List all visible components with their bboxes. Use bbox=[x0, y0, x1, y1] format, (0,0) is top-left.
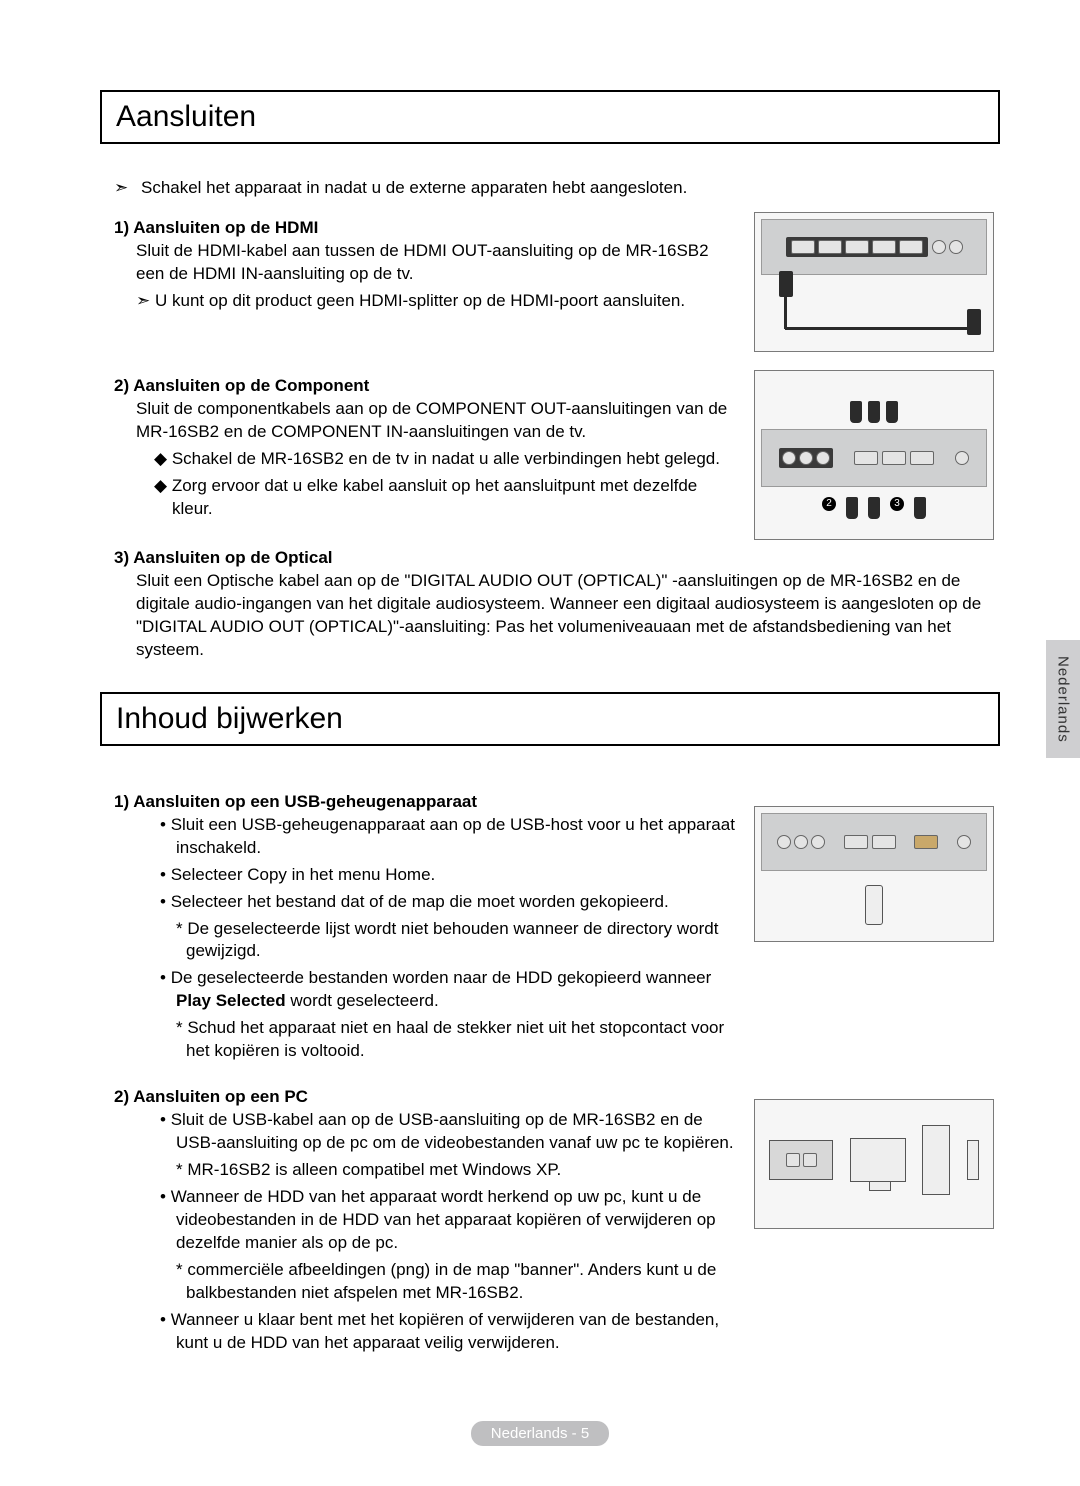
bullet-icon: • bbox=[160, 1310, 166, 1329]
heading-text: Inhoud bijwerken bbox=[116, 702, 984, 736]
section-heading-inhoud: Inhoud bijwerken bbox=[100, 692, 1000, 746]
s2i2-b3: • Wanneer u klaar bent met het kopiëren … bbox=[160, 1309, 736, 1355]
monitor-icon bbox=[850, 1138, 906, 1182]
s2-b2: • Selecteer Copy in het menu Home. bbox=[160, 864, 736, 887]
body-2: Sluit de componentkabels aan op de COMPO… bbox=[136, 398, 736, 444]
device-panel-icon bbox=[769, 1140, 833, 1180]
diamond-icon: ◆ bbox=[154, 476, 167, 495]
intro-line: ➣ Schakel het apparaat in nadat u de ext… bbox=[114, 178, 1000, 198]
sub-head-3: 3) Aansluiten op de Optical bbox=[114, 548, 1000, 568]
s2i2-b1: • Sluit de USB-kabel aan op de USB-aansl… bbox=[160, 1109, 736, 1155]
usb-connector-icon bbox=[967, 1140, 979, 1180]
language-tab-label: Nederlands bbox=[1055, 656, 1072, 743]
diamond-2a: ◆ Schakel de MR-16SB2 en de tv in nadat … bbox=[154, 448, 736, 471]
sub-head-1: 1) Aansluiten op de HDMI bbox=[114, 218, 736, 238]
bullet-icon: • bbox=[160, 865, 166, 884]
sub-arrow-text: U kunt op dit product geen HDMI-splitter… bbox=[155, 291, 685, 310]
bullet-icon: • bbox=[160, 1187, 166, 1206]
bullet-icon: • bbox=[160, 815, 166, 834]
hdmi-panel bbox=[761, 219, 987, 275]
badge-2-icon: 2 bbox=[822, 497, 836, 511]
s2-b1: • Sluit een USB-geheugenapparaat aan op … bbox=[160, 814, 736, 860]
usb-stick-icon bbox=[865, 885, 883, 925]
arrow-icon: ➣ bbox=[136, 291, 150, 310]
language-tab: Nederlands bbox=[1046, 640, 1080, 758]
sub-arrow-1: ➣ U kunt op dit product geen HDMI-splitt… bbox=[136, 290, 736, 313]
diamond-2b: ◆ Zorg ervoor dat u elke kabel aansluit … bbox=[154, 475, 736, 521]
intro-text: Schakel het apparaat in nadat u de exter… bbox=[141, 178, 687, 197]
diamond-text: Schakel de MR-16SB2 en de tv in nadat u … bbox=[172, 449, 720, 468]
bullet-icon: • bbox=[160, 968, 166, 987]
badge-3-icon: 3 bbox=[890, 497, 904, 511]
figure-usb bbox=[754, 806, 994, 942]
s2-n4: * Schud het apparaat niet en haal de ste… bbox=[176, 1017, 736, 1063]
arrow-icon: ➣ bbox=[114, 178, 128, 197]
s2-b4: • De geselecteerde bestanden worden naar… bbox=[160, 967, 736, 1013]
s2i2-n1: * MR-16SB2 is alleen compatibel met Wind… bbox=[176, 1159, 736, 1182]
bullet-icon: • bbox=[160, 1110, 166, 1129]
body-3: Sluit een Optische kabel aan op de "DIGI… bbox=[136, 570, 1000, 662]
figure-hdmi bbox=[754, 212, 994, 352]
s2-sub-head-1: 1) Aansluiten op een USB-geheugenapparaa… bbox=[114, 792, 736, 812]
diamond-text: Zorg ervoor dat u elke kabel aansluit op… bbox=[172, 476, 697, 518]
figure-component: 2 3 bbox=[754, 370, 994, 540]
sub-head-2: 2) Aansluiten op de Component bbox=[114, 376, 736, 396]
component-panel bbox=[761, 429, 987, 487]
pc-tower-icon bbox=[922, 1125, 950, 1195]
body-1: Sluit de HDMI-kabel aan tussen de HDMI O… bbox=[136, 240, 736, 286]
s2-sub-head-2: 2) Aansluiten op een PC bbox=[114, 1087, 736, 1107]
diamond-icon: ◆ bbox=[154, 449, 167, 468]
figure-pc bbox=[754, 1099, 994, 1229]
usb-panel bbox=[761, 813, 987, 871]
footer-page-number: Nederlands - 5 bbox=[471, 1421, 609, 1446]
s2-n3: * De geselecteerde lijst wordt niet beho… bbox=[176, 918, 736, 964]
s2i2-b2: • Wanneer de HDD van het apparaat wordt … bbox=[160, 1186, 736, 1255]
s2-b3: • Selecteer het bestand dat of de map di… bbox=[160, 891, 736, 914]
bullet-icon: • bbox=[160, 892, 166, 911]
s2i2-n2: * commerciële afbeeldingen (png) in de m… bbox=[176, 1259, 736, 1305]
page-footer: Nederlands - 5 bbox=[0, 1421, 1080, 1446]
heading-text: Aansluiten bbox=[116, 100, 984, 134]
section-heading-aansluiten: Aansluiten bbox=[100, 90, 1000, 144]
